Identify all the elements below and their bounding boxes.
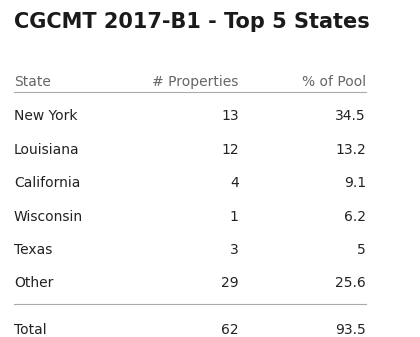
Text: % of Pool: % of Pool	[302, 75, 366, 89]
Text: 34.5: 34.5	[335, 109, 366, 123]
Text: 13: 13	[221, 109, 239, 123]
Text: Other: Other	[14, 276, 53, 290]
Text: 6.2: 6.2	[344, 210, 366, 224]
Text: CGCMT 2017-B1 - Top 5 States: CGCMT 2017-B1 - Top 5 States	[14, 12, 370, 32]
Text: Louisiana: Louisiana	[14, 143, 80, 157]
Text: 3: 3	[230, 243, 239, 257]
Text: 12: 12	[221, 143, 239, 157]
Text: New York: New York	[14, 109, 78, 123]
Text: 25.6: 25.6	[335, 276, 366, 290]
Text: 29: 29	[221, 276, 239, 290]
Text: 5: 5	[357, 243, 366, 257]
Text: 13.2: 13.2	[335, 143, 366, 157]
Text: State: State	[14, 75, 51, 89]
Text: Total: Total	[14, 323, 47, 337]
Text: California: California	[14, 176, 80, 190]
Text: 62: 62	[221, 323, 239, 337]
Text: Wisconsin: Wisconsin	[14, 210, 83, 224]
Text: # Properties: # Properties	[152, 75, 239, 89]
Text: 9.1: 9.1	[344, 176, 366, 190]
Text: 93.5: 93.5	[335, 323, 366, 337]
Text: Texas: Texas	[14, 243, 52, 257]
Text: 1: 1	[230, 210, 239, 224]
Text: 4: 4	[230, 176, 239, 190]
